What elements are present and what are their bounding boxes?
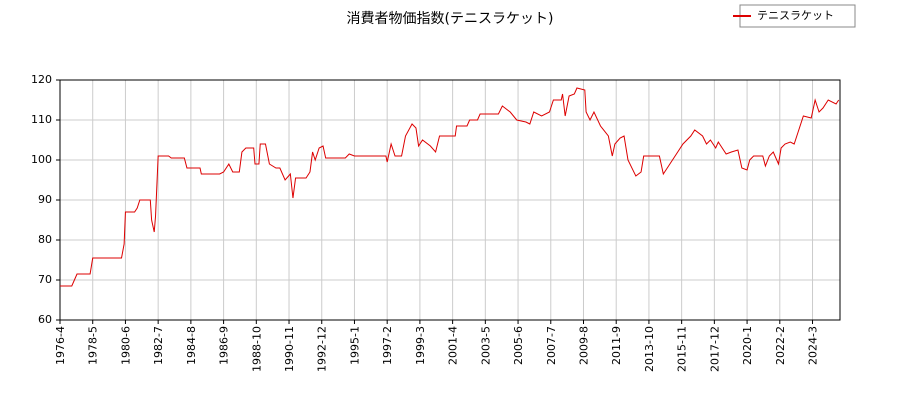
x-tick-label: 2022-2: [774, 326, 787, 365]
x-tick-label: 2003-5: [479, 326, 492, 365]
y-tick-label: 70: [38, 273, 52, 286]
legend: テニスラケット: [733, 4, 856, 28]
x-tick-label: 2013-10: [643, 326, 656, 372]
x-tick-label: 1990-11: [283, 326, 296, 372]
x-tick-label: 1995-1: [348, 326, 361, 365]
x-tick-label: 1988-10: [250, 326, 263, 372]
y-tick-label: 110: [31, 113, 52, 126]
x-tick-label: 2020-1: [741, 326, 754, 365]
y-tick-label: 100: [31, 153, 52, 166]
x-tick-label: 1992-12: [316, 326, 329, 372]
x-tick-label: 2024-3: [807, 326, 820, 365]
x-tick-label: 2007-7: [545, 326, 558, 365]
chart-title: 消費者物価指数(テニスラケット): [347, 11, 554, 27]
x-tick-label: 1980-6: [119, 326, 132, 365]
x-tick-label: 1984-8: [185, 326, 198, 365]
x-tick-label: 2011-9: [610, 326, 623, 365]
x-tick-label: 2001-4: [447, 326, 460, 365]
plot-frame: [59, 79, 841, 321]
x-tick-label: 1982-7: [152, 326, 165, 365]
x-tick-label: 2005-6: [512, 326, 525, 365]
x-tick-label: 1986-9: [218, 326, 231, 365]
y-tick-label: 90: [38, 193, 52, 206]
data-line: [60, 87, 840, 287]
x-tick-label: 1999-3: [414, 326, 427, 365]
y-tick-label: 120: [31, 73, 52, 86]
x-tick-label: 1997-2: [381, 326, 394, 365]
y-tick-label: 80: [38, 233, 52, 246]
x-tick-label: 1978-5: [87, 326, 100, 365]
x-tick-label: 1976-4: [54, 326, 67, 365]
x-tick-label: 2009-8: [577, 326, 590, 365]
x-tick-label: 2015-11: [676, 326, 689, 372]
x-tick-label: 2017-12: [708, 326, 721, 372]
y-tick-label: 60: [38, 313, 52, 326]
legend-label: テニスラケット: [757, 9, 834, 22]
